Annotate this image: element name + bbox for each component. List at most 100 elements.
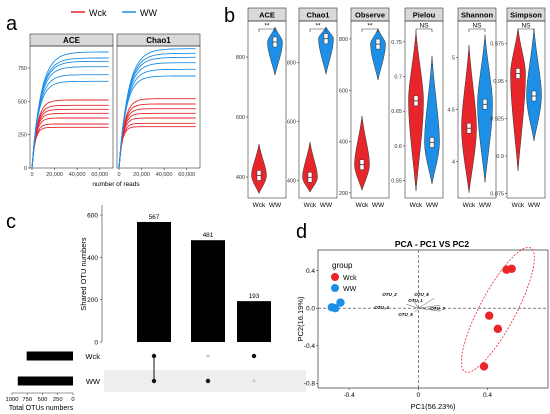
set-axis-title: Total OTUs numbers [9, 405, 74, 412]
matrix-dot-empty [206, 354, 210, 358]
facet-title-chao1: Chao1 [146, 36, 171, 45]
x-axis-label: PC1(56.23%) [410, 402, 456, 411]
loading-arrow [418, 298, 435, 309]
violin-ww [526, 28, 542, 142]
curve-ww [118, 48, 196, 169]
curve-wck [31, 112, 109, 169]
group-label-ww: WW [426, 202, 439, 209]
x-tick-label: 60,000 [178, 172, 195, 178]
curve-wck [118, 117, 196, 169]
sig-label: ** [367, 23, 373, 30]
curve-wck [31, 108, 109, 169]
y-tick-label: 400 [339, 140, 348, 146]
group-label-wck: Wck [463, 202, 476, 209]
y-axis-label: Shared OTU numbers [79, 237, 88, 311]
sig-bracket [415, 28, 433, 32]
curve-wck [31, 126, 109, 169]
facet-title-observe: Observe [355, 11, 385, 20]
violin-wck [510, 28, 526, 172]
violin-wck [461, 44, 477, 193]
sig-bracket [468, 28, 486, 32]
sig-bracket [361, 28, 379, 32]
loading-arrow [414, 308, 419, 313]
facet-title-shannon: Shannon [461, 11, 493, 20]
curve-wck [118, 98, 196, 169]
set-tick-label: 500 [38, 397, 48, 403]
y-tick-label: 250 [18, 133, 27, 139]
otu-annotation: OTU_5 [398, 312, 413, 317]
y-axis-label: PC2(16.19%) [296, 296, 305, 342]
point-wck [485, 311, 494, 320]
legend-label-wck: Wck [89, 8, 107, 18]
intersection-bar [137, 221, 171, 342]
group-label-wck: Wck [356, 202, 369, 209]
x-tick-label: 20,000 [46, 172, 63, 178]
y-tick-label: 400 [87, 255, 98, 262]
x-axis-label: number of reads [92, 181, 140, 188]
legend-title: group [332, 261, 353, 270]
panel-label-c: c [6, 211, 16, 233]
facet-frame-ace [29, 45, 114, 169]
bar-value-label: 481 [203, 232, 214, 239]
group-label-ww: WW [320, 202, 333, 209]
y-tick-label: 0.55 [391, 179, 402, 185]
sig-bracket [517, 28, 535, 32]
y-tick-label: 0.9 [496, 154, 504, 160]
legend-label-ww: WW [140, 8, 157, 18]
violin-ww [370, 27, 386, 81]
group-label-ww: WW [372, 202, 385, 209]
set-tick-label: 0 [71, 397, 74, 403]
x-tick-label: 0 [30, 172, 33, 178]
curve-ww [31, 80, 109, 169]
group-label-ww: WW [269, 202, 282, 209]
curve-wck [118, 126, 196, 169]
facet-title-ace: ACE [63, 36, 81, 45]
y-tick-label: 0.975 [490, 42, 504, 48]
point-wck [493, 324, 503, 334]
point-wck [502, 265, 511, 274]
set-tick-label: 250 [53, 397, 63, 403]
curve-ww [31, 51, 109, 169]
curve-ww [31, 66, 109, 169]
facet-frame-ace [247, 20, 287, 199]
x-tick-label: 60,000 [91, 172, 108, 178]
panel-label-b: b [224, 5, 235, 27]
y-tick-label: -0.8 [304, 381, 316, 388]
group-label-wck: Wck [512, 202, 525, 209]
y-tick-label: 400 [287, 178, 296, 184]
sig-label: NS [419, 23, 429, 30]
otu-annotation: OTU_8 [414, 292, 429, 297]
x-tick-label: -0.4 [344, 392, 356, 399]
y-tick-label: 750 [18, 66, 27, 72]
bar-value-label: 193 [249, 293, 260, 300]
otu-annotation: OTU_3 [430, 306, 445, 311]
loading-arrow [413, 300, 419, 309]
sig-label: NS [521, 23, 531, 30]
bar-value-label: 567 [149, 214, 160, 221]
violin-wck [251, 143, 267, 195]
x-tick-label: 40,000 [69, 172, 86, 178]
curve-ww [118, 56, 196, 169]
violin-wck [354, 115, 370, 192]
curve-wck [31, 117, 109, 169]
facet-frame-chao1 [298, 20, 338, 199]
curve-wck [118, 122, 196, 169]
curve-ww [118, 68, 196, 169]
y-tick-label: 0.925 [490, 117, 504, 123]
legend-label-ww: WW [343, 286, 357, 293]
facet-frame-simpson [506, 20, 546, 199]
panel-a-rarefaction: Wck WW ACE 0 20,000 40,000 60,000 Chao1 0 20,000 4… [18, 8, 201, 188]
panel-label-a: a [6, 13, 18, 35]
facet-title-simpson: Simpson [510, 11, 542, 20]
curve-ww [118, 52, 196, 169]
y-tick-label: 0.65 [391, 109, 402, 115]
y-tick-label: 800 [287, 60, 296, 66]
sig-bracket [309, 28, 327, 32]
otu-annotation: OTU_2 [382, 292, 397, 297]
point-ww [336, 298, 345, 307]
otu-annotation: OTU_4 [374, 305, 389, 310]
violin-ww [318, 26, 334, 75]
y-tick-label: 800 [236, 55, 245, 61]
set-label-ww: WW [86, 377, 101, 386]
